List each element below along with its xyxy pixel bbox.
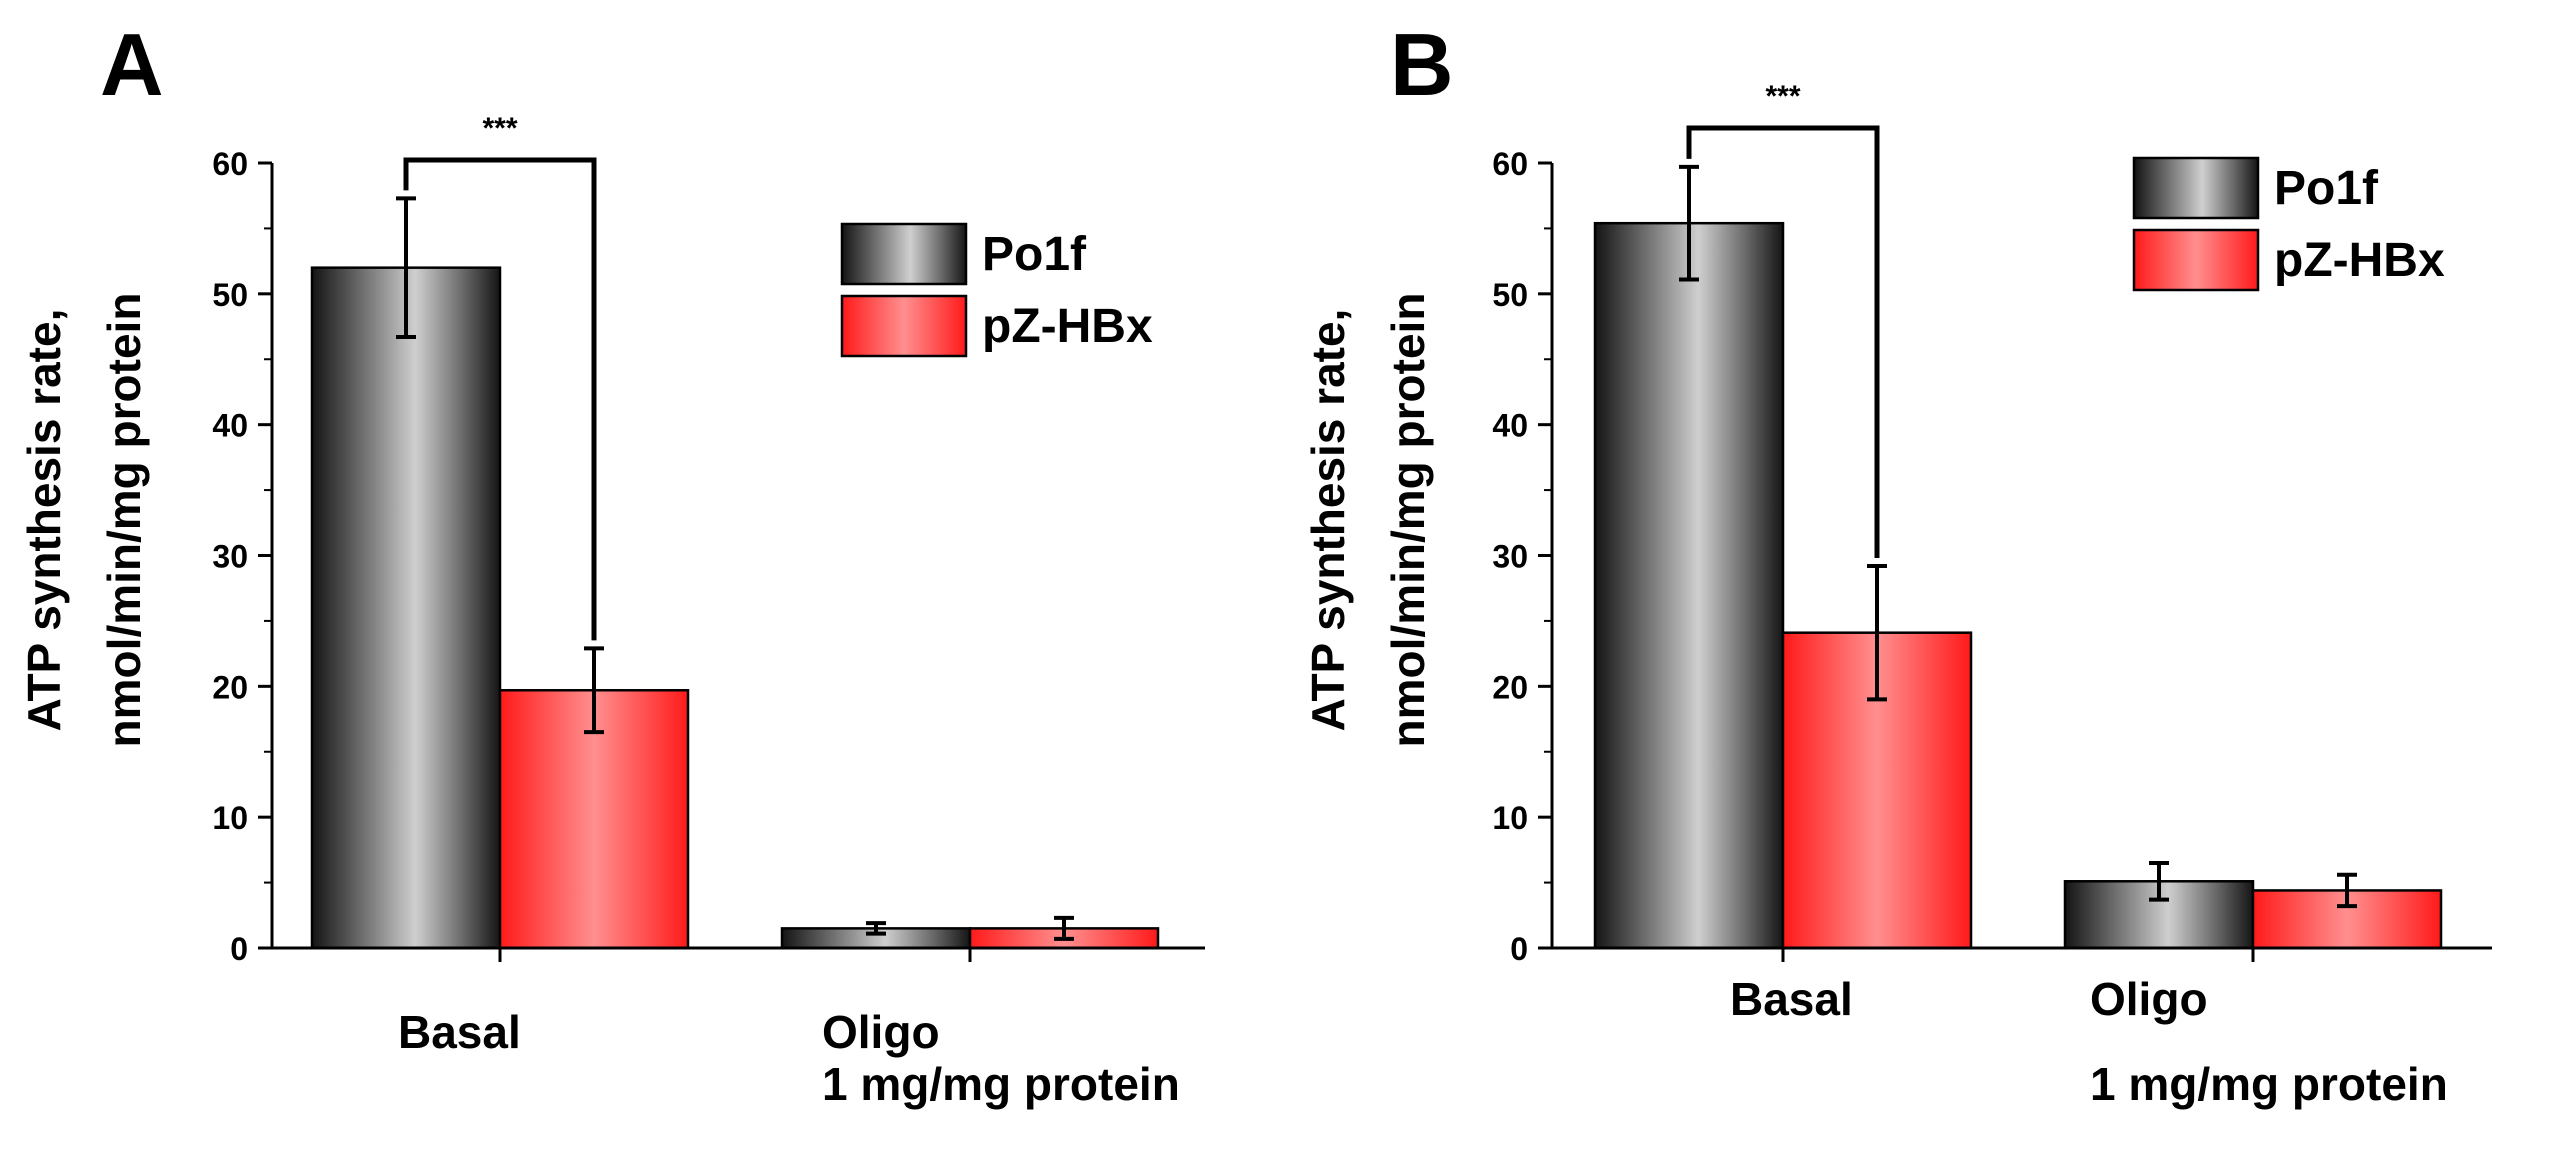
- panel-label: B: [1390, 15, 1454, 114]
- y-tick-label: 20: [212, 669, 248, 705]
- y-tick-label: 40: [212, 408, 248, 444]
- y-tick-label: 0: [230, 931, 248, 967]
- y-axis-label: nmol/min/mg protein: [98, 293, 150, 748]
- y-tick-label: 60: [212, 146, 248, 182]
- panel-b: B ATP synthesis rate, nmol/min/mg protein 0…: [1302, 15, 2492, 1110]
- legend-label: pZ-HBx: [2274, 234, 2445, 287]
- y-tick-label: 50: [212, 277, 248, 313]
- significance-label: ***: [482, 112, 517, 145]
- y-tick-label: 30: [212, 539, 248, 575]
- legend-label: pZ-HBx: [982, 300, 1153, 353]
- significance-bracket: [1686, 125, 1880, 558]
- legend-swatch: [2132, 228, 2260, 292]
- y-axis-label: nmol/min/mg protein: [1382, 293, 1434, 748]
- y-tick-label: 60: [1492, 146, 1528, 182]
- panel-a: A ATP synthesis rate, nmol/min/mg protein 0…: [18, 15, 1205, 1110]
- bar: [310, 266, 502, 950]
- y-tick-label: 30: [1492, 539, 1528, 575]
- significance-label: ***: [1765, 80, 1800, 113]
- y-axis-label: ATP synthesis rate,: [1302, 309, 1354, 732]
- y-tick-label: 50: [1492, 277, 1528, 313]
- panel-label: A: [100, 15, 164, 114]
- y-tick-label: 10: [1492, 800, 1528, 836]
- x-tick-label: Basal: [1730, 973, 1853, 1025]
- y-axis-label: ATP synthesis rate,: [18, 309, 70, 732]
- significance-bracket: [403, 157, 597, 641]
- x-tick-sublabel: 1 mg/mg protein: [822, 1058, 1180, 1110]
- legend-label: Po1f: [982, 228, 1087, 281]
- y-tick-label: 40: [1492, 408, 1528, 444]
- y-tick-label: 20: [1492, 669, 1528, 705]
- y-tick-label: 0: [1510, 931, 1528, 967]
- y-tick-label: 10: [212, 800, 248, 836]
- legend-swatch: [2132, 156, 2260, 220]
- legend-swatch: [840, 222, 968, 286]
- bar: [1593, 221, 1785, 950]
- x-tick-label: Oligo: [2090, 973, 2208, 1025]
- x-tick-sublabel: 1 mg/mg protein: [2090, 1058, 2448, 1110]
- x-tick-label: Basal: [398, 1006, 521, 1058]
- x-tick-label: Oligo: [822, 1006, 940, 1058]
- legend-swatch: [840, 294, 968, 358]
- legend-label: Po1f: [2274, 162, 2379, 215]
